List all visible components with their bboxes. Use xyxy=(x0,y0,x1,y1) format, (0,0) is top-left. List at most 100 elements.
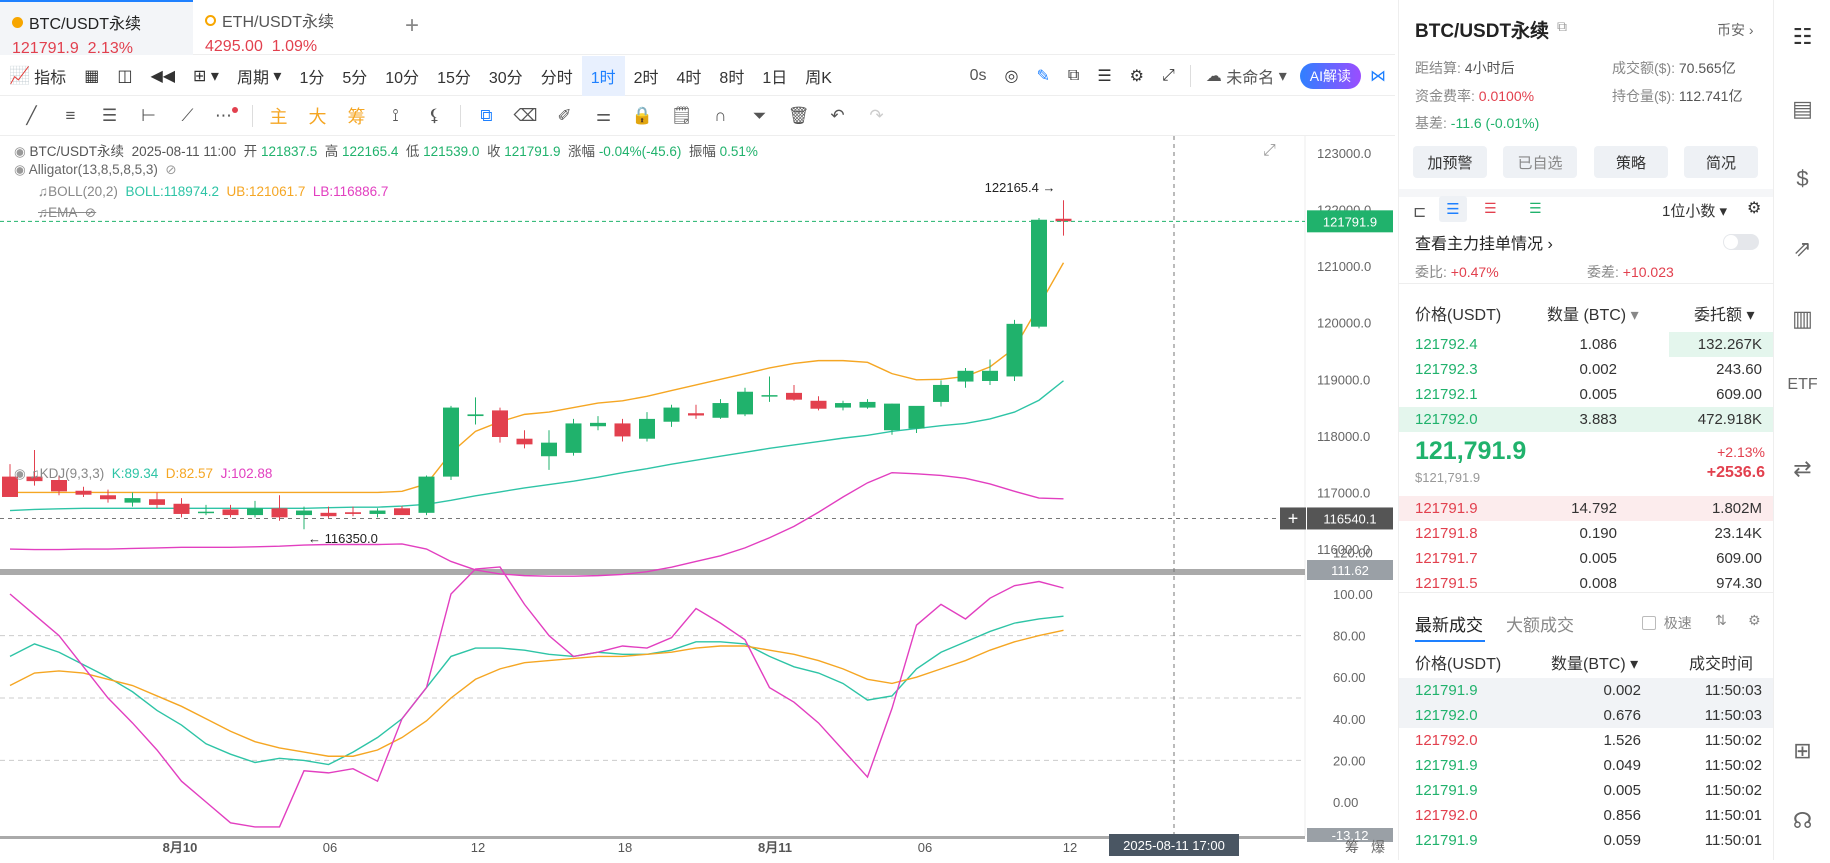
eye-icon: ◉ xyxy=(14,144,26,159)
interval-8[interactable]: 4时 xyxy=(676,69,702,87)
support-icon[interactable]: ☊ xyxy=(1792,808,1813,833)
hlines-icon[interactable]: ≡ xyxy=(65,105,76,125)
share-icon[interactable]: ⋈ xyxy=(1370,67,1386,85)
copy-icon[interactable]: ⧉ xyxy=(1557,18,1567,34)
depth-toggle[interactable] xyxy=(1723,234,1759,250)
period-dropdown[interactable]: 周期 ▾ xyxy=(236,67,282,87)
orderbook-both-icon[interactable]: ⊏ xyxy=(1413,204,1427,221)
brush-icon[interactable]: ✐ xyxy=(557,105,572,125)
settings-icon[interactable]: ⚙ xyxy=(1748,612,1761,628)
parallel-icon[interactable]: ☰ xyxy=(101,105,118,125)
trade-header-price: 价格(USDT) xyxy=(1415,656,1502,673)
fast-checkbox[interactable]: 极速 xyxy=(1642,613,1692,633)
eraser-icon[interactable]: ⌫ xyxy=(513,105,538,125)
tab-large-trades[interactable]: 大额成交 xyxy=(1506,616,1574,635)
more-icon[interactable]: ⋯ xyxy=(207,96,246,136)
note-icon[interactable]: 🗒 xyxy=(670,105,693,125)
trendline-icon[interactable]: ╱ xyxy=(26,105,37,125)
candle-body xyxy=(75,490,92,495)
add-tab-icon[interactable]: + xyxy=(405,12,420,39)
compare-icon[interactable]: ⧉ xyxy=(1067,66,1080,84)
interval-9[interactable]: 8时 xyxy=(719,69,745,87)
trash-icon[interactable]: 🗑 xyxy=(787,105,810,125)
ai-interpret-button[interactable]: AI解读 xyxy=(1299,62,1361,89)
bid-row[interactable]: 121792.0 3.883 472.918K xyxy=(1399,407,1774,432)
ob-header-qty[interactable]: 数量 (BTC) ▾ xyxy=(1547,307,1639,324)
venue-dropdown[interactable]: 币安 › xyxy=(1717,22,1754,38)
interval-3[interactable]: 15分 xyxy=(437,69,471,87)
interval-1[interactable]: 5分 xyxy=(342,69,368,87)
filter-icon[interactable]: ⏷ xyxy=(752,105,767,125)
growth-icon[interactable]: ⇗ xyxy=(1793,236,1812,261)
bid-row[interactable]: 121792.4 1.086 132.267K xyxy=(1399,332,1774,357)
trade-header-qty[interactable]: 数量(BTC) ▾ xyxy=(1551,656,1639,673)
orderbook-mode-icon[interactable]: ☰ xyxy=(1439,196,1467,222)
layout-icon[interactable]: ⊞ xyxy=(1793,738,1812,763)
copy-icon[interactable]: ⧉ xyxy=(480,105,493,125)
stats-icon[interactable]: ▥ xyxy=(1792,306,1813,331)
ask-row[interactable]: 121791.5 0.008 974.30 xyxy=(1399,571,1774,596)
interval-5[interactable]: 分时 xyxy=(540,69,573,87)
layout-icon[interactable]: ◫ xyxy=(117,67,133,85)
large-label[interactable]: 大 xyxy=(308,106,327,127)
sort-icon[interactable]: ⇅ xyxy=(1715,612,1727,628)
interval-10[interactable]: 1日 xyxy=(762,69,788,87)
hline-icon[interactable]: ⊢ xyxy=(141,105,156,125)
indicator-button[interactable]: 📈 指标 xyxy=(9,65,67,87)
pen-icon[interactable]: ✎ xyxy=(1036,67,1050,85)
bid-row[interactable]: 121792.1 0.005 609.00 xyxy=(1399,382,1774,407)
undo-icon[interactable]: ↶ xyxy=(830,105,845,125)
chart-area[interactable]: 123000.0 122000.0 121000.0 120000.0 119000.0… xyxy=(0,136,1395,860)
favorited-button[interactable]: 已自选 xyxy=(1503,146,1577,178)
bid-row[interactable]: 121792.3 0.002 243.60 xyxy=(1399,357,1774,382)
expand-icon[interactable]: ⤢ xyxy=(1263,142,1276,159)
lock-icon[interactable]: 🔒 xyxy=(631,105,654,125)
row-amount: 132.267K xyxy=(1697,336,1762,353)
calendar-icon[interactable]: ▦ xyxy=(84,67,100,85)
document-icon[interactable]: ▤ xyxy=(1792,96,1813,121)
fib-icon[interactable]: ⚸ xyxy=(428,105,441,125)
interval-11[interactable]: 周K xyxy=(805,69,832,87)
decimals-dropdown[interactable]: 1位小数 ▾ xyxy=(1662,203,1728,220)
interval-7[interactable]: 2时 xyxy=(633,69,659,87)
candlestick-chart[interactable]: 123000.0122000.0121000.0120000.0119000.0… xyxy=(0,136,1395,860)
bars-icon[interactable]: ⚌ xyxy=(595,105,612,125)
tab-latest-trades[interactable]: 最新成交 xyxy=(1415,616,1483,635)
fullscreen-icon[interactable]: ⤢ xyxy=(1162,66,1175,84)
chips-label[interactable]: 筹 xyxy=(347,106,366,127)
ask-row[interactable]: 121791.8 0.190 23.14K xyxy=(1399,521,1774,546)
hide-icon: ⊘ xyxy=(84,205,97,220)
list-icon[interactable]: ☰ xyxy=(1097,67,1112,85)
ask-row[interactable]: 121791.7 0.005 609.00 xyxy=(1399,546,1774,571)
interval-0[interactable]: 1分 xyxy=(299,69,325,87)
ray-icon[interactable]: ⟋ xyxy=(181,105,194,125)
overview-button[interactable]: 简况 xyxy=(1684,146,1758,178)
main-label[interactable]: 主 xyxy=(269,106,288,127)
camera-icon[interactable]: ◎ xyxy=(1004,67,1019,85)
replay-icon[interactable]: ◀◀ xyxy=(150,67,176,85)
layout-name-dropdown[interactable]: ☁ 未命名 ▾ xyxy=(1205,67,1287,87)
asks-mode-icon[interactable]: ☰ xyxy=(1484,200,1497,216)
depth-link[interactable]: 查看主力挂单情况 › xyxy=(1415,236,1553,253)
tab-name: BTC/USDT永续 xyxy=(29,16,142,33)
tab-eth-usdt[interactable]: ETH/USDT永续 4295.00 1.09% xyxy=(193,0,388,55)
settings-icon[interactable]: ⚙ xyxy=(1747,200,1762,217)
interval-4[interactable]: 30分 xyxy=(488,69,523,87)
interval-2[interactable]: 10分 xyxy=(385,69,420,87)
ask-row[interactable]: 121791.9 14.792 1.802M xyxy=(1399,496,1774,521)
bids-mode-icon[interactable]: ☰ xyxy=(1529,200,1542,216)
exchange-icon[interactable]: ⇄ xyxy=(1793,456,1812,481)
add-alert-button[interactable]: 加预警 xyxy=(1413,146,1487,178)
measure-icon[interactable]: ⟟ xyxy=(392,105,399,125)
candle-type-icon[interactable]: ⊞ ▾ xyxy=(193,67,219,85)
interval-6[interactable]: 1时 xyxy=(581,55,625,96)
ob-header-amount[interactable]: 委托额 ▾ xyxy=(1694,307,1755,324)
orderbook-panel-icon[interactable]: ☷ xyxy=(1792,24,1813,49)
strategy-button[interactable]: 策略 xyxy=(1594,146,1668,178)
magnet-icon[interactable]: ∩ xyxy=(714,105,727,125)
redo-icon[interactable]: ↷ xyxy=(869,105,884,125)
etf-icon[interactable]: ETF xyxy=(1787,376,1818,393)
dollar-icon[interactable]: $ xyxy=(1796,166,1809,191)
tab-btc-usdt[interactable]: BTC/USDT永续 121791.9 2.13% xyxy=(0,0,193,57)
settings-icon[interactable]: ⚙ xyxy=(1129,67,1144,85)
